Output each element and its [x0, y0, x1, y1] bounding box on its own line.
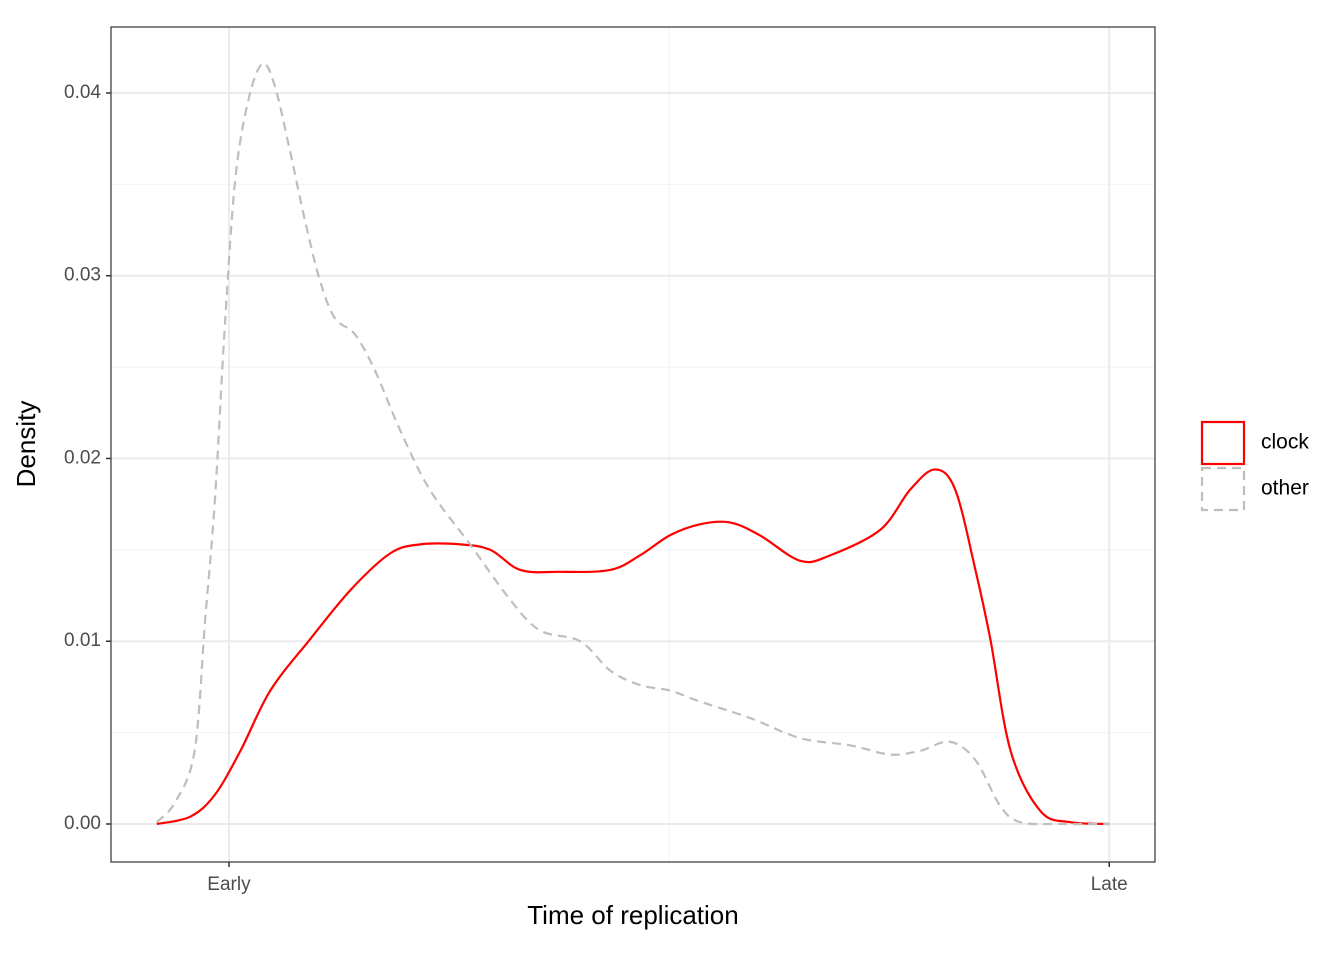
x-axis-label: Time of replication [527, 900, 738, 930]
density-line [155, 62, 1110, 826]
legend-key [1200, 466, 1246, 512]
y-tick-label: 0.03 [64, 265, 101, 286]
legend-label: other [1261, 477, 1309, 500]
y-tick-label: 0.02 [64, 447, 101, 468]
legend-key [1200, 420, 1246, 466]
y-axis-label: Density [11, 401, 41, 488]
x-tick-label: Late [1091, 874, 1128, 895]
y-tick-label: 0.01 [64, 630, 101, 651]
y-tick-label: 0.00 [64, 813, 101, 834]
panel-border [110, 26, 1156, 863]
legend-label: clock [1261, 431, 1309, 454]
y-tick-label: 0.04 [64, 82, 101, 103]
x-tick-label: Early [207, 874, 251, 895]
density-line [156, 468, 1110, 826]
